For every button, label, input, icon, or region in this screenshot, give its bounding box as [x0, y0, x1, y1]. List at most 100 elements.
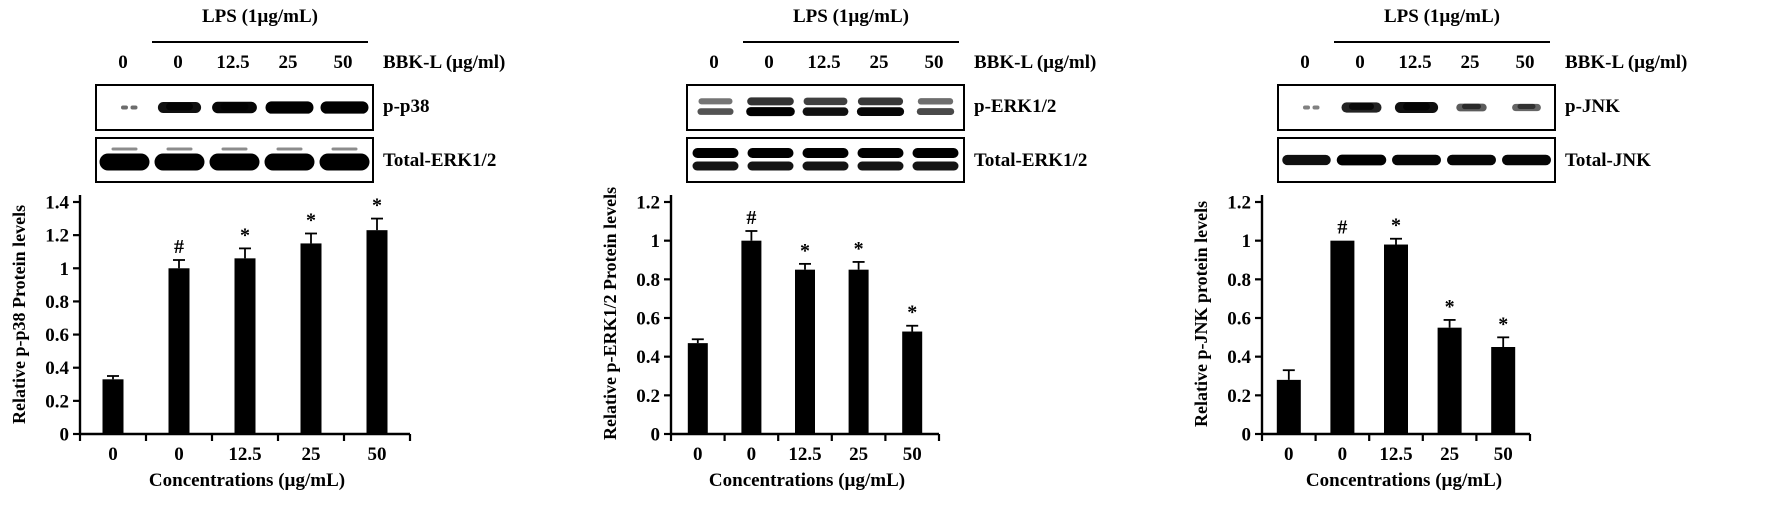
svg-text:0: 0 [108, 444, 118, 465]
svg-text:12.5: 12.5 [228, 444, 261, 465]
svg-text:1: 1 [1242, 231, 1252, 252]
svg-text:#: # [1337, 217, 1347, 239]
blot-bands-image [697, 97, 955, 117]
x-axis-label: Concentrations (µg/mL) [1305, 470, 1503, 491]
lane-label: 0 [709, 52, 719, 73]
lane-label: 0 [118, 52, 128, 73]
svg-text:0: 0 [1242, 425, 1252, 446]
blot-label-total-erk: Total-ERK1/2 [974, 150, 1088, 171]
svg-text:0.2: 0.2 [636, 386, 660, 407]
lane-label: 50 [333, 52, 353, 73]
blot-label-p-jnk: p-JNK [1565, 96, 1620, 117]
svg-text:0: 0 [174, 444, 184, 465]
svg-text:0: 0 [693, 444, 703, 465]
blot-bands-image [692, 148, 959, 171]
lane-label: 50 [924, 52, 944, 73]
svg-text:1.4: 1.4 [45, 193, 69, 214]
svg-text:50: 50 [903, 444, 922, 465]
lps-bracket-line [743, 41, 959, 43]
svg-text:*: * [1445, 296, 1455, 318]
blot-bands-image [99, 147, 370, 171]
lane-label: 12.5 [1398, 52, 1432, 73]
lane-label: 25 [869, 52, 889, 73]
svg-text:25: 25 [302, 444, 321, 465]
svg-text:50: 50 [1494, 444, 1513, 465]
lps-treatment-label: LPS (1µg/mL) [202, 6, 318, 27]
y-axis-label: Relative p-JNK protein levels [1191, 200, 1211, 428]
blot-bands-image [121, 101, 369, 114]
panel-p-p38: LPS (1µg/mL) 0 0 12.5 25 50 BBK-L (µg/ml… [0, 0, 591, 518]
svg-text:0.6: 0.6 [45, 325, 69, 346]
panel-p-erk12: LPS (1µg/mL) 0 0 12.5 25 50 BBK-L (µg/ml… [591, 0, 1182, 518]
svg-text:0.6: 0.6 [1227, 309, 1251, 330]
svg-text:#: # [746, 207, 756, 229]
x-axis-label: Concentrations (µg/mL) [148, 470, 346, 491]
svg-text:1.2: 1.2 [1227, 193, 1251, 214]
svg-text:1.2: 1.2 [636, 193, 660, 214]
bbk-concentration-unit-label: BBK-L (µg/ml) [1565, 52, 1688, 73]
lane-label: 0 [764, 52, 774, 73]
lps-bracket-line [1334, 41, 1550, 43]
blot-label-total-jnk: Total-JNK [1565, 150, 1651, 171]
svg-text:*: * [907, 302, 917, 324]
western-blot-total-jnk [1277, 137, 1556, 183]
lps-treatment-label: LPS (1µg/mL) [1384, 6, 1500, 27]
svg-text:1: 1 [60, 259, 70, 280]
svg-text:*: * [800, 240, 810, 262]
lane-label: 25 [1460, 52, 1480, 73]
bar-chart-p-jnk: 0 0.2 0.4 0.6 0.8 1 1.2 0 #0 * 12.5 * 25 * 50 [1227, 193, 1532, 465]
svg-text:0.4: 0.4 [45, 358, 69, 379]
x-axis-label: Concentrations (µg/mL) [708, 470, 906, 491]
svg-text:25: 25 [1440, 444, 1459, 465]
svg-text:0: 0 [60, 425, 70, 446]
svg-text:0.4: 0.4 [1227, 347, 1251, 368]
bar-chart-p-erk12: 0 0.2 0.4 0.6 0.8 1 1.2 0 #0 * 12.5 * 25 * 50 [636, 193, 941, 465]
svg-text:50: 50 [368, 444, 387, 465]
svg-text:*: * [372, 195, 382, 217]
blot-label-p-erk12: p-ERK1/2 [974, 96, 1057, 117]
y-axis-label: Relative p-ERK1/2 Protein levels [600, 186, 620, 440]
svg-text:0.2: 0.2 [1227, 386, 1251, 407]
svg-text:0: 0 [651, 425, 661, 446]
y-axis-label: Relative p-p38 Protein levels [9, 204, 29, 424]
lane-label: 12.5 [216, 52, 250, 73]
svg-text:*: * [240, 224, 250, 246]
western-blot-p-erk12 [686, 84, 965, 131]
svg-text:0.4: 0.4 [636, 347, 660, 368]
svg-text:0.8: 0.8 [636, 270, 660, 291]
lps-treatment-label: LPS (1µg/mL) [793, 6, 909, 27]
blot-label-p-p38: p-p38 [383, 96, 430, 117]
svg-text:#: # [174, 236, 184, 258]
svg-text:*: * [306, 209, 316, 231]
blot-bands-image [1303, 101, 1541, 114]
svg-text:1: 1 [651, 231, 661, 252]
western-blot-p-p38 [95, 84, 374, 131]
svg-text:0.6: 0.6 [636, 309, 660, 330]
svg-text:0: 0 [747, 444, 757, 465]
svg-text:0: 0 [1338, 444, 1348, 465]
western-blot-total-erk [686, 137, 965, 183]
bbk-concentration-unit-label: BBK-L (µg/ml) [383, 52, 506, 73]
lane-label: 50 [1515, 52, 1535, 73]
svg-text:0.8: 0.8 [1227, 270, 1251, 291]
svg-text:1.2: 1.2 [45, 226, 69, 247]
lps-bracket-line [152, 41, 368, 43]
svg-text:*: * [854, 238, 864, 260]
bbk-concentration-unit-label: BBK-L (µg/ml) [974, 52, 1097, 73]
svg-text:0.8: 0.8 [45, 292, 69, 313]
lane-label: 0 [1300, 52, 1310, 73]
lane-label: 0 [173, 52, 183, 73]
svg-text:25: 25 [849, 444, 868, 465]
bar-chart-p-p38: 0 0.2 0.4 0.6 0.8 1 1.2 1.4 0 #0 * 12.5 * 25 * 50 [45, 193, 412, 465]
svg-text:12.5: 12.5 [788, 444, 821, 465]
svg-text:0.2: 0.2 [45, 391, 69, 412]
panel-p-jnk: LPS (1µg/mL) 0 0 12.5 25 50 BBK-L (µg/ml… [1182, 0, 1773, 518]
svg-text:12.5: 12.5 [1379, 444, 1412, 465]
svg-text:0: 0 [1284, 444, 1294, 465]
svg-text:*: * [1391, 215, 1401, 237]
blot-bands-image [1282, 154, 1551, 166]
lane-label: 12.5 [807, 52, 841, 73]
blot-label-total-erk: Total-ERK1/2 [383, 150, 497, 171]
western-blot-total-erk [95, 137, 374, 183]
